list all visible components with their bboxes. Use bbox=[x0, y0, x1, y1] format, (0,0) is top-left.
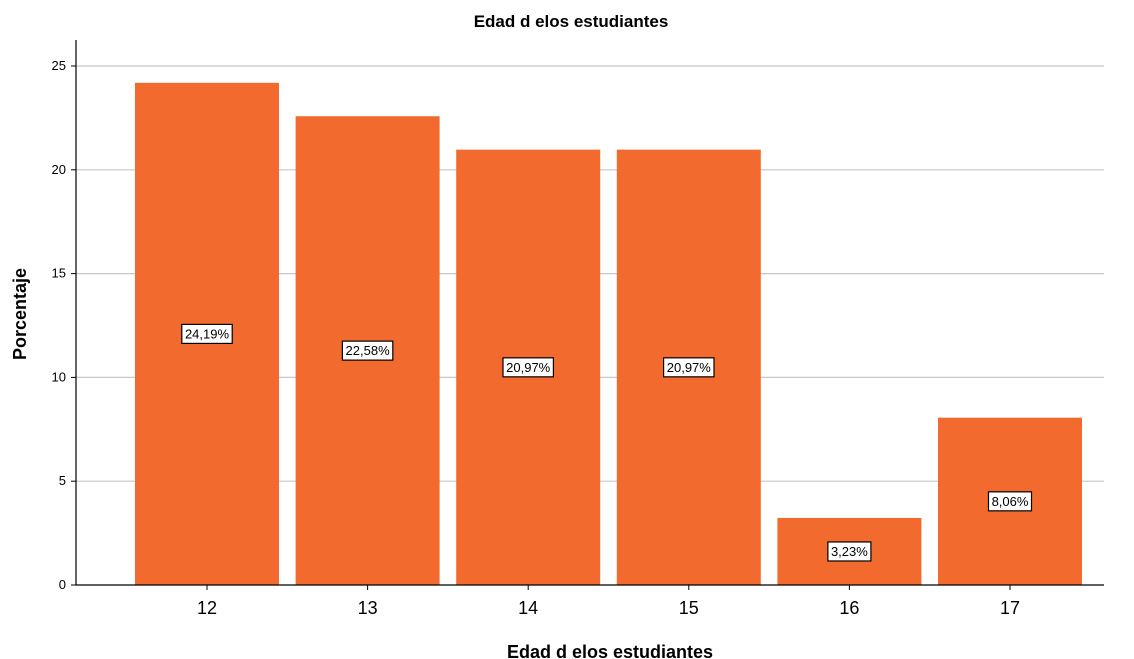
data-label-box bbox=[827, 541, 872, 562]
bars bbox=[135, 82, 1082, 586]
y-tick-label: 25 bbox=[52, 58, 66, 73]
x-tick-label: 14 bbox=[518, 598, 538, 618]
data-label-box bbox=[181, 323, 233, 345]
y-tick-label: 5 bbox=[59, 473, 66, 488]
data-label-box bbox=[987, 491, 1033, 512]
data-label: 22,58% bbox=[341, 340, 394, 361]
y-tick-label: 0 bbox=[59, 577, 66, 592]
x-axis-ticks: 12 13 14 15 16 17 bbox=[197, 585, 1020, 618]
x-tick-label: 16 bbox=[839, 598, 859, 618]
y-tick-label: 20 bbox=[52, 162, 66, 177]
data-label: 20,97% bbox=[662, 357, 715, 378]
data-label-text: 8,06% bbox=[992, 494, 1029, 509]
y-axis-ticks: 0 5 10 15 20 25 bbox=[52, 58, 76, 592]
data-label: 20,97% bbox=[502, 357, 555, 378]
x-tick-label: 17 bbox=[1000, 598, 1020, 618]
x-tick-label: 12 bbox=[197, 598, 217, 618]
data-label-box bbox=[662, 357, 715, 378]
data-label: 24,19% bbox=[181, 323, 233, 345]
data-label-text: 24,19% bbox=[185, 326, 230, 341]
chart-title: Edad d elos estudiantes bbox=[474, 12, 669, 31]
data-labels: 24,19% 22,58% 20,97% 20,97% 3,23% 8,06% bbox=[181, 323, 1033, 562]
x-axis-label: Edad d elos estudiantes bbox=[507, 642, 713, 659]
data-label: 3,23% bbox=[827, 541, 872, 562]
x-tick-label: 13 bbox=[358, 598, 378, 618]
y-tick-label: 10 bbox=[52, 369, 66, 384]
data-label-text: 20,97% bbox=[667, 360, 712, 375]
data-label-text: 3,23% bbox=[831, 544, 868, 559]
x-tick-label: 15 bbox=[679, 598, 699, 618]
y-axis-label: Porcentaje bbox=[10, 268, 30, 360]
axes bbox=[75, 40, 1104, 586]
y-tick-label: 15 bbox=[52, 266, 66, 281]
data-label-text: 22,58% bbox=[346, 343, 391, 358]
data-label: 8,06% bbox=[987, 491, 1033, 512]
data-label-box bbox=[502, 357, 555, 378]
data-label-text: 20,97% bbox=[506, 360, 551, 375]
data-label-box bbox=[341, 340, 394, 361]
